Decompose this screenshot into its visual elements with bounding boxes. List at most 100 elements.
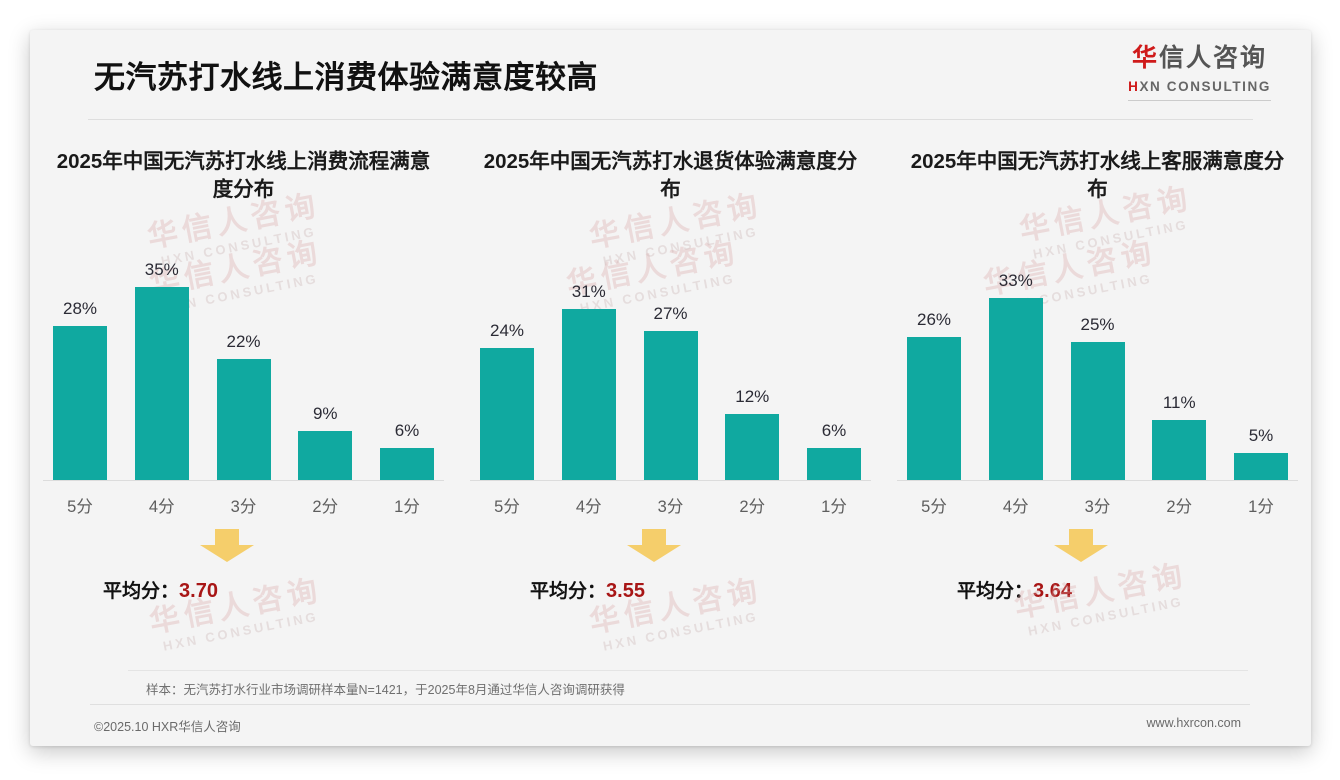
x-axis-line-3 [897,480,1298,482]
bar-slot: 12% [723,229,781,482]
bar-value-label: 27% [653,304,688,324]
chart-column-2: 2025年中国无汽苏打水退货体验满意度分布 华信人咨询 HXN CONSULTI… [457,134,884,674]
plot-area-3: 26% 33% 25% 11% 5% [897,229,1298,482]
brand-logo: 华信人咨询 HXN CONSULTING [1128,46,1271,101]
category-label: 5分 [494,498,520,517]
bar-value-label: 35% [144,260,179,280]
bar-value-label: 24% [489,321,525,341]
bar [561,309,616,482]
bar-value-label: 6% [394,421,420,441]
bar [134,287,189,482]
down-arrow-icon [627,529,681,563]
category-label: 3分 [1084,498,1111,517]
category-labels-3: 5分 4分 3分 2分 1分 [905,481,1290,517]
bar-value-label: 26% [916,310,952,330]
bar [988,298,1043,482]
logo-english-text: HXN CONSULTING [1128,80,1271,94]
bar-value-label: 6% [821,421,847,441]
plot-area-1: 28% 35% 22% 9% 6% [43,229,444,482]
bar-slot: 33% [987,229,1045,482]
down-arrow-icon [200,529,254,563]
bar-slot: 9% [296,229,354,482]
bar-slot: 35% [133,229,191,482]
bars-3: 26% 33% 25% 11% 5% [905,229,1290,482]
average-value-3: 3.64 [1033,580,1072,603]
category-label: 2分 [739,498,766,517]
bar [643,331,698,482]
x-axis-line-2 [470,480,871,482]
category-label: 5分 [921,498,947,517]
average-label-1: 平均分： [103,581,180,603]
bar [725,414,780,482]
slide-header: 无汽苏打水线上消费体验满意度较高 华信人咨询 HXN CONSULTING [30,30,1311,122]
footnote-divider [128,670,1248,671]
bar [807,448,861,482]
logo-cn-rest: 信人咨询 [1159,44,1268,72]
bar [216,359,271,482]
chart-title-3: 2025年中国无汽苏打水线上客服满意度分布 [910,150,1285,201]
average-value-1: 3.70 [179,580,218,603]
bar-slot: 11% [1150,229,1208,482]
average-score-text-3: 平均分：3.64 [905,576,1290,603]
charts-container: 2025年中国无汽苏打水线上消费流程满意度分布 华信人咨询 HXN CONSUL… [30,134,1311,674]
slide-footer: ©2025.10 HXR华信人咨询 www.hxrcon.com [30,704,1311,746]
category-label: 1分 [1248,498,1274,517]
category-label: 1分 [821,498,847,517]
bar-slot: 5% [1232,229,1290,482]
bar [907,337,961,482]
category-label: 1分 [394,498,420,517]
page-title: 无汽苏打水线上消费体验满意度较高 [94,60,598,95]
average-label-2: 平均分： [530,581,607,603]
bar [480,348,534,482]
bar-value-label: 11% [1162,393,1196,413]
bar-slot: 26% [905,229,963,482]
bar-value-label: 33% [998,271,1033,291]
logo-chinese-text: 华信人咨询 [1128,46,1271,71]
bar [1070,342,1125,482]
footnote: 样本：无汽苏打水行业市场调研样本量N=1421，于2025年8月通过华信人咨询调… [30,670,1311,698]
x-axis-line-1 [43,480,444,482]
category-label: 5分 [67,498,93,517]
chart-title-2: 2025年中国无汽苏打水退货体验满意度分布 [483,150,858,201]
bar [1234,453,1288,482]
bar-value-label: 5% [1248,426,1274,446]
footer-divider [90,704,1250,705]
bar-slot: 28% [51,229,109,482]
bar-value-label: 12% [735,387,770,407]
bars-1: 28% 35% 22% 9% 6% [51,229,436,482]
category-labels-2: 5分 4分 3分 2分 1分 [478,481,863,517]
logo-en-rest: XN CONSULTING [1139,79,1271,94]
bar [1152,420,1207,482]
chart-column-1: 2025年中国无汽苏打水线上消费流程满意度分布 华信人咨询 HXN CONSUL… [30,134,457,674]
average-block-1: 平均分：3.70 [51,529,436,603]
logo-cn-red-char: 华 [1132,44,1160,72]
bar-value-label: 31% [571,282,606,302]
bar-slot: 6% [805,229,863,482]
category-label: 4分 [1002,498,1029,517]
category-label: 2分 [312,498,339,517]
down-arrow-icon [1054,529,1108,563]
logo-underline [1128,99,1271,101]
footer-website[interactable]: www.hxrcon.com [1146,716,1241,730]
bar-value-label: 9% [312,404,338,424]
logo-en-red-char: H [1128,79,1140,94]
bar-value-label: 22% [226,332,261,352]
bars-2: 24% 31% 27% 12% 6% [478,229,863,482]
chart-column-3: 2025年中国无汽苏打水线上客服满意度分布 华信人咨询 HXN CONSULTI… [884,134,1311,674]
average-label-3: 平均分： [957,581,1034,603]
average-block-2: 平均分：3.55 [478,529,863,603]
average-block-3: 平均分：3.64 [905,529,1290,603]
header-divider [88,119,1253,120]
bar [298,431,353,482]
bar-value-label: 25% [1080,315,1115,335]
footnote-text: 样本：无汽苏打水行业市场调研样本量N=1421，于2025年8月通过华信人咨询调… [146,683,625,697]
category-label: 3分 [657,498,684,517]
bar-slot: 6% [378,229,436,482]
bar-slot: 31% [560,229,618,482]
bar-slot: 25% [1069,229,1127,482]
average-score-text-2: 平均分：3.55 [478,576,863,603]
average-value-2: 3.55 [606,580,645,603]
plot-area-2: 24% 31% 27% 12% 6% [470,229,871,482]
bar-slot: 27% [642,229,700,482]
category-label: 2分 [1166,498,1193,517]
